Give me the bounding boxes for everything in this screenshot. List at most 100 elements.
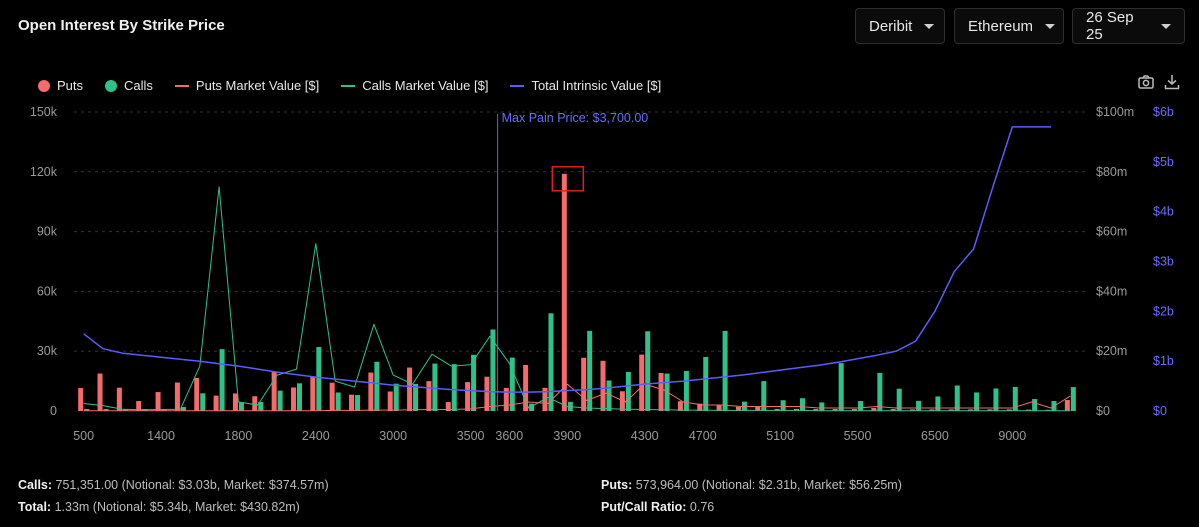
- put-bar: [271, 372, 277, 411]
- y-intrinsic-tick-label: $5b: [1153, 155, 1174, 169]
- expiry-dropdown[interactable]: 26 Sep 25: [1072, 8, 1185, 44]
- put-bar: [329, 382, 335, 411]
- expiry-label: 26 Sep 25: [1086, 9, 1134, 43]
- puts-summary: Puts: 573,964.00 (Notional: $2.31b, Mark…: [601, 478, 902, 492]
- call-bar: [587, 330, 593, 411]
- call-bar: [799, 398, 805, 411]
- legend-item-puts-market-value[interactable]: Puts Market Value [$]: [174, 78, 320, 93]
- call-bar: [161, 409, 167, 411]
- put-bar: [832, 409, 838, 411]
- call-bar: [645, 331, 651, 411]
- y-market-value-tick-label: $20m: [1096, 344, 1127, 358]
- legend-marker: [341, 84, 356, 87]
- y-axis-left: 0 30k 60k 90k 120k 150k: [30, 105, 58, 418]
- asset-label: Ethereum: [968, 17, 1034, 35]
- chart-legend: Puts Calls Puts Market Value [$] Calls M…: [38, 78, 683, 93]
- legend-label: Puts Market Value [$]: [195, 78, 320, 93]
- call-bar: [819, 402, 825, 411]
- put-bar: [813, 409, 819, 411]
- call-bar: [683, 370, 689, 411]
- y-market-value-tick-label: $80m: [1096, 165, 1127, 179]
- legend-item-calls[interactable]: Calls: [105, 78, 153, 93]
- call-bar: [335, 392, 341, 411]
- put-call-ratio-label: Put/Call Ratio:: [601, 500, 687, 514]
- camera-icon[interactable]: [1137, 73, 1155, 91]
- put-bar: [155, 392, 161, 411]
- calls-summary-value: 751,351.00 (Notional: $3.03b, Market: $3…: [55, 478, 329, 492]
- call-bar: [548, 313, 554, 411]
- legend-item-total-intrinsic-value[interactable]: Total Intrinsic Value [$]: [510, 78, 661, 93]
- call-bar: [219, 349, 225, 411]
- call-bar: [1012, 386, 1018, 411]
- call-bar: [122, 409, 128, 411]
- call-bar: [606, 380, 612, 411]
- legend-item-puts[interactable]: Puts: [38, 78, 83, 93]
- put-bar: [136, 401, 142, 411]
- call-bar: [393, 383, 399, 411]
- open-interest-chart: 0 30k 60k 90k 120k 150k $0 $20m $40m $60m $80m $10…: [30, 105, 1174, 443]
- call-bar: [1070, 387, 1076, 411]
- asset-dropdown[interactable]: Ethereum: [954, 8, 1064, 44]
- x-tick-label: 1400: [147, 429, 175, 443]
- put-bar: [658, 372, 664, 411]
- legend-marker: [510, 84, 525, 87]
- highlight-box: [551, 166, 585, 192]
- total-summary: Total: 1.33m (Notional: $5.34b, Market: …: [18, 500, 300, 514]
- put-bar: [78, 388, 84, 411]
- call-bar: [858, 401, 864, 411]
- call-bar: [896, 388, 902, 411]
- x-tick-label: 1800: [225, 429, 253, 443]
- legend-label: Calls Market Value [$]: [362, 78, 489, 93]
- call-bar: [432, 363, 438, 411]
- call-bar: [780, 400, 786, 411]
- x-tick-label: 4700: [689, 429, 717, 443]
- y-intrinsic-tick-label: $3b: [1153, 255, 1174, 269]
- chevron-down-icon: [1045, 23, 1056, 29]
- calls-market-value-line: [83, 186, 1071, 412]
- put-bar: [368, 372, 374, 411]
- legend-label: Total Intrinsic Value [$]: [531, 78, 662, 93]
- call-bar: [509, 357, 515, 411]
- call-bar: [916, 400, 922, 411]
- x-tick-label: 3000: [379, 429, 407, 443]
- max-pain-label: Max Pain Price: $3,700.00: [502, 111, 649, 125]
- call-bar: [180, 407, 186, 411]
- y-market-value-tick-label: $60m: [1096, 225, 1127, 239]
- exchange-dropdown[interactable]: Deribit: [855, 8, 945, 44]
- put-bar: [484, 376, 490, 411]
- put-bar: [677, 401, 683, 411]
- y-left-tick-label: 90k: [37, 225, 58, 239]
- put-bar: [1064, 400, 1070, 411]
- puts-summary-label: Puts:: [601, 478, 633, 492]
- call-bar: [954, 385, 960, 411]
- x-tick-label: 6500: [921, 429, 949, 443]
- x-tick-label: 4300: [631, 429, 659, 443]
- y-market-value-tick-label: $40m: [1096, 284, 1127, 298]
- call-bar: [974, 392, 980, 411]
- download-icon[interactable]: [1163, 73, 1181, 91]
- call-bar: [296, 383, 302, 411]
- y-axis-market-value: $0 $20m $40m $60m $80m $100m: [1096, 105, 1134, 418]
- put-call-ratio: Put/Call Ratio: 0.76: [601, 500, 714, 514]
- call-bar: [935, 396, 941, 411]
- call-bar: [625, 371, 631, 411]
- call-bar: [238, 402, 244, 411]
- put-bar: [97, 373, 103, 411]
- x-tick-label: 500: [73, 429, 94, 443]
- y-left-tick-label: 0: [50, 404, 57, 418]
- chevron-down-icon: [924, 23, 935, 29]
- put-bar: [290, 387, 296, 411]
- y-intrinsic-tick-label: $2b: [1153, 304, 1174, 318]
- call-bar: [451, 364, 457, 411]
- y-axis-intrinsic-value: $0 $1b $2b $3b $4b $5b $6b: [1153, 105, 1174, 418]
- call-bar: [355, 395, 361, 411]
- call-bar: [200, 393, 206, 411]
- chevron-down-icon: [1161, 23, 1171, 29]
- legend-item-calls-market-value[interactable]: Calls Market Value [$]: [341, 78, 488, 93]
- series-lines: [83, 126, 1071, 412]
- put-bar: [407, 367, 413, 411]
- put-bar: [581, 357, 587, 411]
- y-left-tick-label: 150k: [30, 105, 58, 119]
- call-bar: [84, 409, 90, 411]
- bars: [78, 173, 1076, 411]
